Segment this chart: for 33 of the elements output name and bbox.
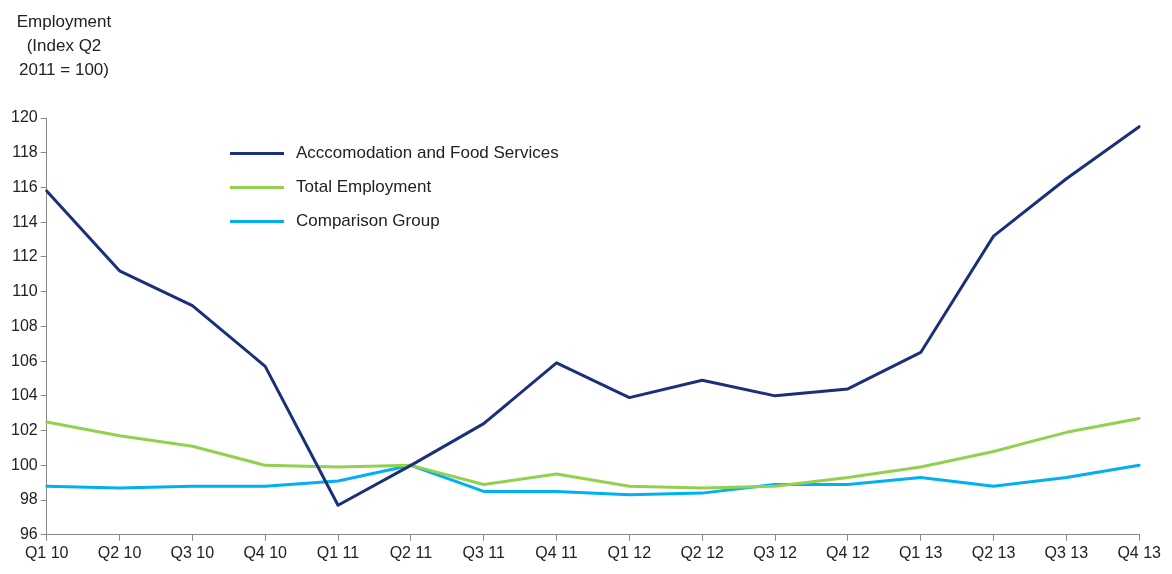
y-axis-title: Employment (Index Q2 2011 = 100) — [15, 11, 113, 81]
x-tick-label: Q1 11 — [316, 543, 360, 561]
y-tick-label: 96 — [19, 525, 38, 543]
y-tick-label: 110 — [12, 282, 38, 300]
x-tick-label: Q2 12 — [680, 543, 725, 561]
y-tick-label: 112 — [12, 247, 38, 265]
x-tick-label: Q1 13 — [898, 543, 943, 561]
x-tick-label: Q3 12 — [753, 543, 797, 561]
x-tick-label: Q3 13 — [1044, 543, 1089, 561]
y-tick-label: 114 — [12, 212, 38, 230]
legend-label: Comparison Group — [296, 211, 440, 231]
y-tick-label: 108 — [10, 316, 38, 334]
x-tick-label: Q3 11 — [462, 543, 505, 561]
x-tick-label: Q4 12 — [826, 543, 870, 561]
y-tick-label: 116 — [12, 177, 38, 195]
y-tick-label: 102 — [10, 421, 38, 439]
x-tick-label: Q3 10 — [170, 543, 215, 561]
legend-label: Total Employment — [296, 177, 432, 197]
y-tick-label: 100 — [10, 455, 38, 473]
x-tick-label: Q2 13 — [971, 543, 1016, 561]
legend-label: Acccomodation and Food Services — [296, 143, 559, 163]
x-tick-label: Q2 10 — [97, 543, 142, 561]
x-tick-label: Q4 10 — [243, 543, 288, 561]
y-tick-label: 98 — [19, 490, 38, 508]
y-tick-label: 104 — [10, 386, 38, 404]
y-tick-label: 118 — [12, 143, 38, 161]
x-tick-label: Q4 11 — [535, 543, 578, 561]
x-tick-label: Q2 11 — [389, 543, 433, 561]
y-tick-label: 120 — [10, 108, 38, 126]
x-tick-label: Q1 10 — [24, 543, 69, 561]
x-tick-label: Q4 13 — [1117, 543, 1162, 561]
y-tick-label: 106 — [10, 351, 38, 369]
x-tick-label: Q1 12 — [607, 543, 652, 561]
